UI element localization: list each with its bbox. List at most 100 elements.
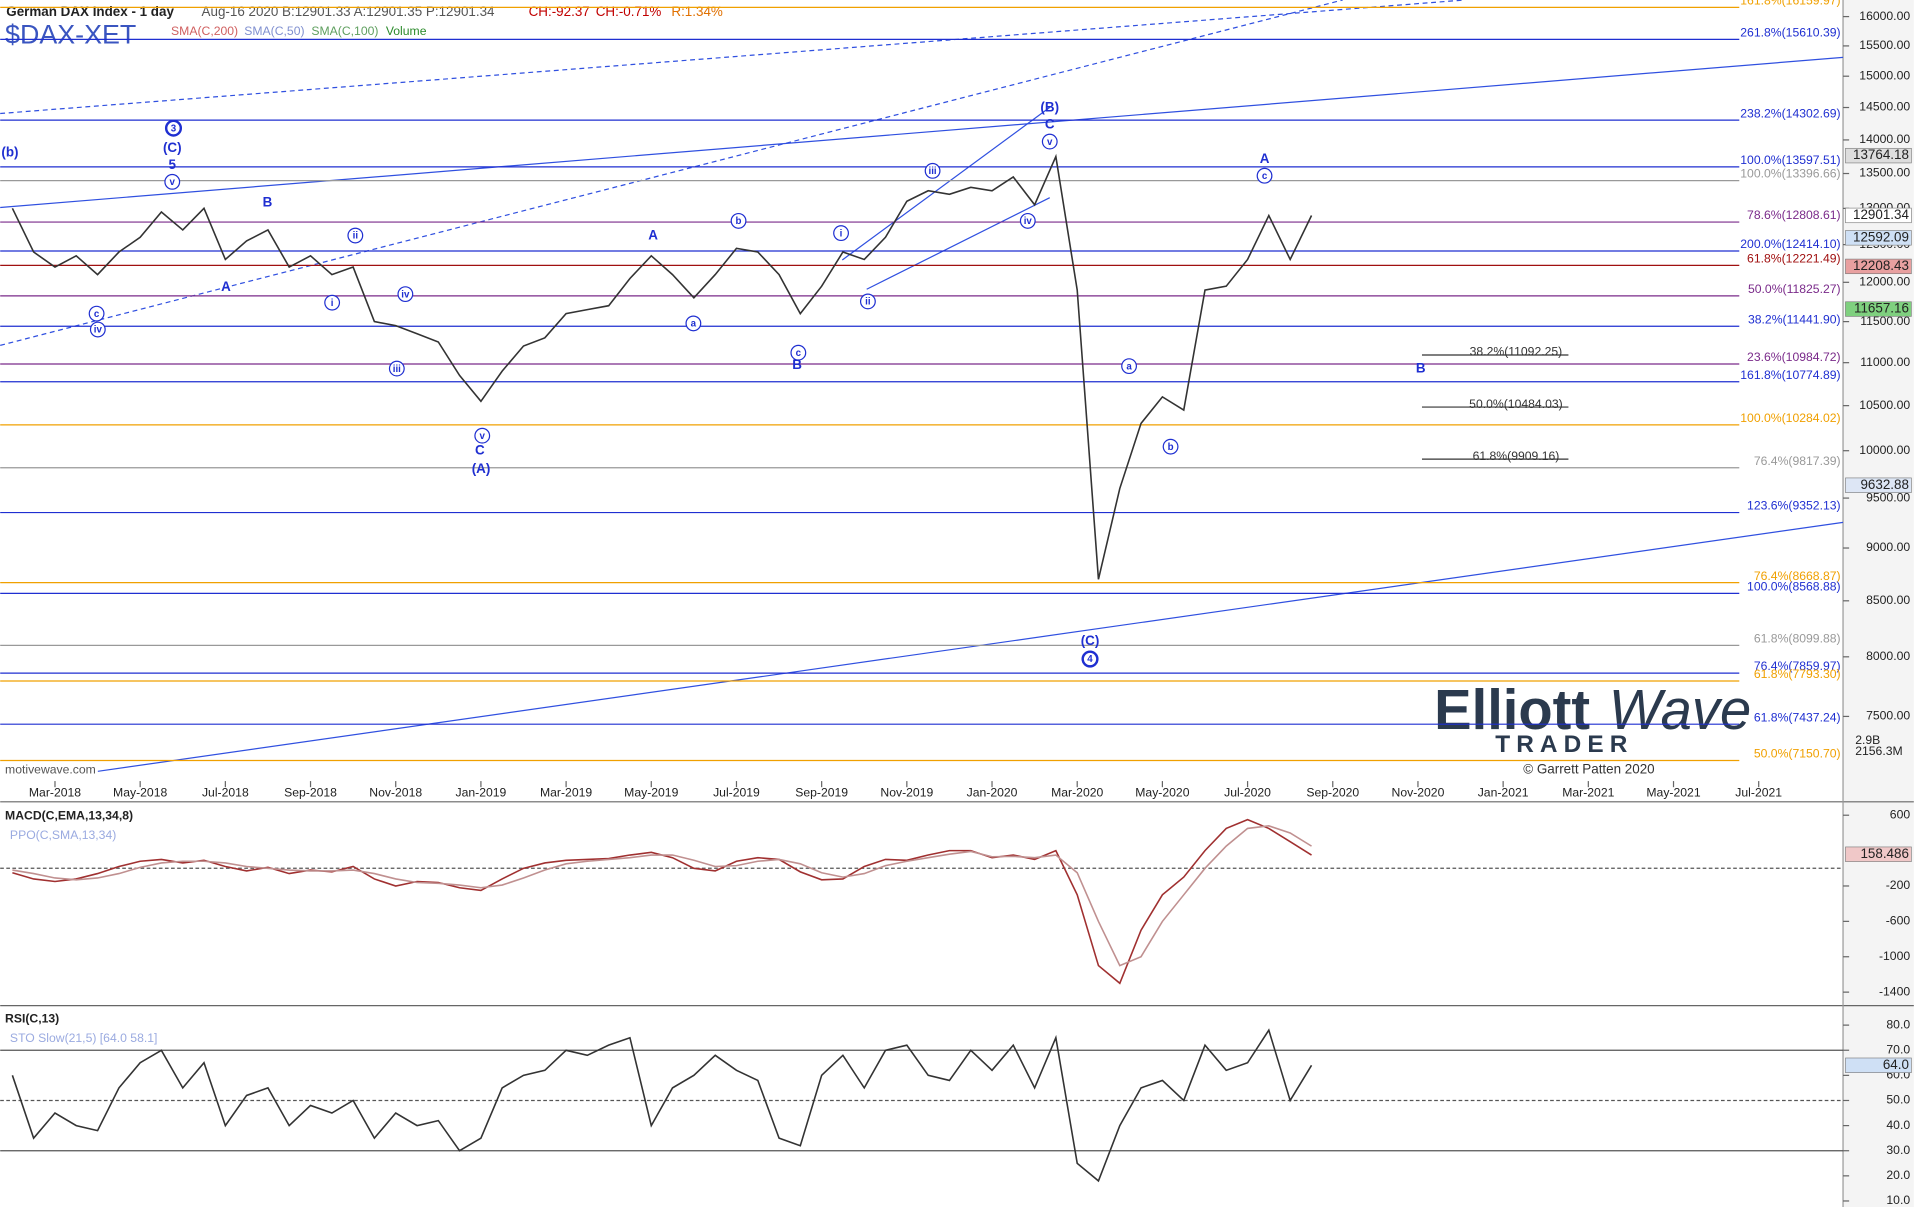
price-tag-label: 64.0 <box>1883 1057 1909 1072</box>
wave-label: (b) <box>1 145 18 160</box>
price-tag-label: 158.486 <box>1860 846 1908 861</box>
copyright: © Garrett Patten 2020 <box>1523 762 1654 777</box>
x-tick-label: Jul-2021 <box>1735 785 1782 799</box>
y-tick-label: 20.0 <box>1886 1168 1910 1182</box>
wave-label: A <box>221 279 231 294</box>
price-tag-label: 13764.18 <box>1853 147 1909 162</box>
wave-circle <box>388 360 405 377</box>
fib-label: 23.6%(10984.72) <box>1747 350 1841 364</box>
wave-label: iv <box>94 325 103 336</box>
fib-label: 200.0%(12414.10) <box>1740 237 1840 251</box>
x-tick-label: Mar-2018 <box>29 785 81 799</box>
wave-label: B <box>792 357 802 372</box>
wave-circle <box>1256 167 1273 184</box>
price-tag <box>1845 477 1912 493</box>
y-tick-label: 70.0 <box>1886 1042 1910 1056</box>
wave-circle <box>89 321 106 338</box>
fib-label: 161.8%(16159.97) <box>1740 0 1840 8</box>
fib-label: 100.0%(8568.88) <box>1747 579 1841 593</box>
y-tick-label: 15000.00 <box>1859 68 1910 82</box>
logo: Wave <box>1609 678 1751 741</box>
wave-label: iv <box>401 289 410 300</box>
x-tick-label: Nov-2018 <box>369 785 422 799</box>
wave-circle <box>1041 133 1058 150</box>
wave-circle <box>347 227 364 244</box>
fib-label: 123.6%(9352.13) <box>1747 499 1841 513</box>
wave-circle <box>833 225 849 242</box>
y-tick-label: 9500.00 <box>1866 490 1910 504</box>
change-pct: CH:-0.71% <box>596 4 662 19</box>
fib-label: 38.2%(11441.90) <box>1748 312 1841 326</box>
x-tick-label: Jan-2020 <box>967 785 1018 799</box>
panel-subtitle: PPO(C,SMA,13,34) <box>10 828 116 842</box>
y-tick-label: 7500.00 <box>1866 709 1910 723</box>
y-tick-label: 10.0 <box>1886 1193 1910 1207</box>
wave-label: C <box>475 442 485 457</box>
x-tick-label: Sep-2019 <box>795 785 848 799</box>
trend-line <box>0 0 1465 115</box>
price-tag <box>1845 207 1912 224</box>
trend-line <box>0 56 1844 209</box>
y-tick-label: -1400 <box>1879 984 1910 998</box>
y-tick-label: 80.0 <box>1886 1017 1910 1031</box>
wave-label: (C) <box>1081 633 1100 648</box>
fib-label: 76.4%(7859.97) <box>1754 659 1841 673</box>
y-tick-label: 14500.00 <box>1859 100 1910 114</box>
price-tag-label: 12208.43 <box>1853 258 1909 273</box>
y-tick-label: 10000.00 <box>1859 443 1910 457</box>
y-tick-label: 8500.00 <box>1866 593 1910 607</box>
wave-label: b <box>1168 442 1174 453</box>
price-tag-label: 11657.16 <box>1854 301 1909 316</box>
fib-label: 238.2%(14302.69) <box>1740 106 1840 120</box>
volume-tag: 2156.3M <box>1855 744 1902 758</box>
price-tag <box>1845 846 1912 862</box>
wave-circle <box>1019 212 1036 229</box>
trend-lines <box>0 0 1844 772</box>
wave-label: i <box>840 228 843 239</box>
wave-circle <box>859 293 876 310</box>
wave-label: ii <box>865 297 871 308</box>
x-tick-label: Jul-2020 <box>1224 785 1271 799</box>
price-tag-label: 9632.88 <box>1860 477 1908 492</box>
x-tick-label: Mar-2020 <box>1051 785 1103 799</box>
trend-line <box>866 197 1051 290</box>
fib-label: 61.8%(12221.49) <box>1747 252 1841 266</box>
wave-circle <box>790 344 807 361</box>
wave-label: (B) <box>1040 100 1059 115</box>
trend-line <box>97 521 1844 772</box>
projection-label: 61.8%(9909.16) <box>1473 449 1560 463</box>
price-tag-label: 12901.34 <box>1853 207 1909 222</box>
wave-circle <box>164 119 183 137</box>
change: CH:-92.37 <box>529 4 590 19</box>
projection-label: 38.2%(11092.25) <box>1470 345 1563 359</box>
wave-label: iii <box>929 166 937 177</box>
wave-label: A <box>648 228 658 243</box>
study: SMA(C,50) <box>244 24 304 38</box>
symbol: $DAX-XET <box>5 20 136 50</box>
fib-label: 61.8%(8099.88) <box>1754 631 1841 645</box>
wave-label: 5 <box>169 157 177 172</box>
price-tag <box>1845 230 1912 246</box>
y-tick-label: 30.0 <box>1886 1143 1910 1157</box>
fib-label: 76.4%(8668.87) <box>1754 569 1841 583</box>
wave-circle <box>324 294 341 311</box>
trend-line <box>841 106 1051 261</box>
fib-label: 61.8%(7793.30) <box>1754 667 1841 681</box>
price-tag <box>1845 147 1912 164</box>
wave-circle <box>88 305 105 322</box>
x-tick-label: May-2021 <box>1646 785 1700 799</box>
fib-label: 78.6%(12808.61) <box>1747 208 1841 222</box>
x-tick-label: May-2018 <box>113 785 167 799</box>
fib-label: 261.8%(15610.39) <box>1740 25 1840 39</box>
x-tick-label: Jul-2018 <box>202 785 249 799</box>
y-tick-label: 12000.00 <box>1859 275 1910 289</box>
x-tick-label: Jan-2019 <box>455 785 506 799</box>
y-tick-label: -1000 <box>1879 949 1910 963</box>
fib-label: 100.0%(13396.66) <box>1740 167 1840 181</box>
wave-label: v <box>1047 137 1053 148</box>
x-tick-label: Nov-2020 <box>1392 785 1445 799</box>
fib-label: 50.0%(11825.27) <box>1748 282 1841 296</box>
projection-label: 50.0%(10484.03) <box>1469 397 1563 411</box>
